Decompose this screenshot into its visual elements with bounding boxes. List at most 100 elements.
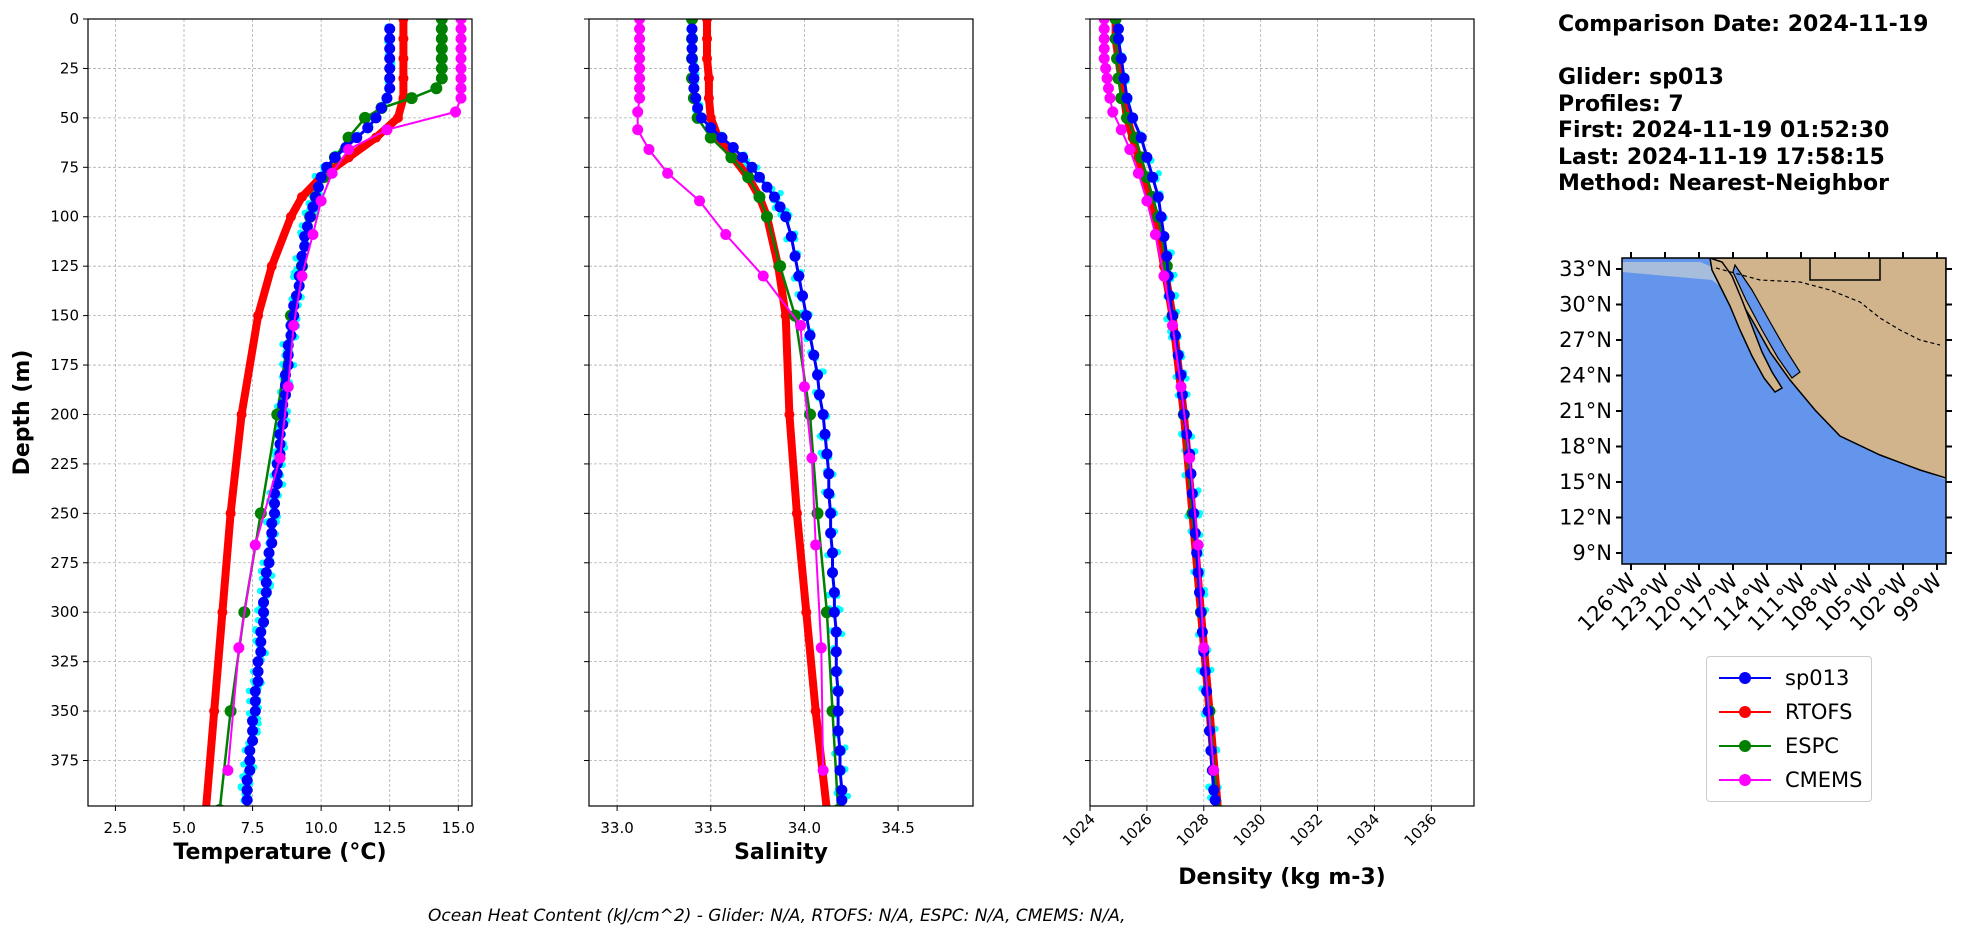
series-point-sp013 bbox=[830, 626, 842, 638]
y-tick-label: 100 bbox=[50, 208, 79, 226]
series-point-sp013 bbox=[266, 517, 278, 529]
series-point-sp013 bbox=[1115, 53, 1127, 65]
series-point-rtofs bbox=[398, 73, 409, 84]
series-point-sp013 bbox=[727, 142, 739, 154]
series-point-sp013 bbox=[1161, 250, 1173, 262]
series-point-cmems bbox=[1098, 43, 1110, 55]
series-point-sp013 bbox=[761, 181, 773, 193]
series-point-sp013 bbox=[241, 784, 253, 796]
series-point-sp013 bbox=[299, 231, 311, 243]
series-point-espc bbox=[359, 111, 372, 124]
legend-label: RTOFS bbox=[1785, 700, 1853, 724]
series-point-sp013 bbox=[705, 122, 717, 134]
series-point-cmems bbox=[455, 92, 467, 104]
series-point-cmems bbox=[274, 452, 286, 464]
series-point-sp013 bbox=[813, 389, 825, 401]
series-point-cmems bbox=[1141, 195, 1153, 207]
series-point-sp013 bbox=[315, 171, 327, 183]
series-point-sp013 bbox=[312, 181, 324, 193]
series-point-cmems bbox=[296, 270, 308, 282]
x-tick-label: 1036 bbox=[1400, 810, 1440, 850]
series-point-cmems bbox=[1132, 167, 1144, 179]
series-point-sp013 bbox=[686, 33, 698, 45]
series-point-sp013 bbox=[258, 596, 270, 608]
map-lat-label: 15°N bbox=[1559, 470, 1612, 494]
y-axis-label: Depth (m) bbox=[10, 350, 35, 476]
x-tick-label: 34.5 bbox=[881, 819, 914, 837]
series-point-sp013 bbox=[1188, 507, 1200, 519]
series-point-sp013 bbox=[255, 636, 267, 648]
series-point-cmems bbox=[720, 229, 732, 241]
map-lat-label: 9°N bbox=[1572, 541, 1612, 565]
series-point-sp013 bbox=[384, 53, 396, 65]
series-point-cmems bbox=[817, 764, 829, 776]
series-point-sp013 bbox=[263, 557, 275, 569]
series-point-sp013 bbox=[384, 23, 396, 35]
series-point-cmems bbox=[1208, 764, 1220, 776]
series-point-sp013 bbox=[828, 586, 840, 598]
series-point-cmems bbox=[694, 195, 706, 207]
series-point-sp013 bbox=[692, 102, 704, 114]
series-point-sp013 bbox=[737, 151, 749, 163]
series-point-cmems bbox=[634, 23, 646, 35]
series-point-sp013 bbox=[370, 112, 382, 124]
profile-panel-2: 33.0 33.5 34.0 34.5 Salinity bbox=[584, 18, 974, 865]
location-map: 33°N30°N27°N24°N21°N18°N15°N12°N9°N126°W… bbox=[1559, 252, 1952, 636]
axes-frame bbox=[87, 18, 473, 807]
x-tick-label: 33.0 bbox=[600, 819, 633, 837]
series-point-sp013 bbox=[299, 240, 311, 252]
x-tick-label: 33.5 bbox=[694, 819, 727, 837]
x-tick-label: 1032 bbox=[1287, 810, 1327, 850]
series-point-sp013 bbox=[1121, 92, 1133, 104]
series-point-sp013 bbox=[329, 151, 341, 163]
series-point-sp013 bbox=[384, 62, 396, 74]
series-point-cmems bbox=[1098, 19, 1110, 25]
y-tick-label: 225 bbox=[50, 455, 79, 473]
series-point-sp013 bbox=[688, 72, 700, 84]
series-point-cmems bbox=[1158, 270, 1170, 282]
series-point-cmems bbox=[222, 764, 234, 776]
comparison-date: Comparison Date: 2024-11-19 bbox=[1558, 12, 1929, 37]
y-tick-label: 0 bbox=[69, 10, 79, 28]
x-tick-label: 34.0 bbox=[788, 819, 821, 837]
series-point-sp013 bbox=[797, 290, 809, 302]
series-point-cmems bbox=[326, 167, 338, 179]
series-point-sp013 bbox=[808, 349, 820, 361]
series-point-sp013 bbox=[774, 201, 786, 213]
series-point-rtofs bbox=[398, 53, 409, 64]
series-point-sp013 bbox=[690, 92, 702, 104]
series-point-sp013 bbox=[817, 408, 829, 420]
series-point-rtofs bbox=[343, 152, 354, 163]
series-point-sp013 bbox=[1208, 784, 1220, 796]
series-point-sp013 bbox=[688, 82, 700, 94]
legend-swatch bbox=[1715, 736, 1775, 756]
y-tick-label: 250 bbox=[50, 504, 79, 522]
map-lat-label: 24°N bbox=[1559, 364, 1612, 388]
series-point-sp013 bbox=[260, 586, 272, 598]
series-point-cmems bbox=[798, 381, 810, 393]
series-point-sp013 bbox=[285, 329, 297, 341]
series-point-sp013 bbox=[244, 755, 256, 767]
series-point-cmems bbox=[806, 452, 818, 464]
series-point-sp013 bbox=[686, 43, 698, 55]
series-point-sp013 bbox=[1155, 211, 1167, 223]
series-point-cmems bbox=[455, 23, 467, 35]
y-tick-label: 75 bbox=[60, 158, 79, 176]
series-point-cmems bbox=[455, 19, 467, 25]
series-point-sp013 bbox=[828, 606, 840, 618]
series-point-sp013 bbox=[1141, 151, 1153, 163]
ohc-footer: Ocean Heat Content (kJ/cm^2) - Glider: N… bbox=[428, 906, 1126, 926]
series-point-rtofs bbox=[236, 409, 247, 420]
series-point-sp013 bbox=[249, 695, 261, 707]
series-point-sp013 bbox=[247, 725, 259, 737]
series-point-cmems bbox=[815, 642, 827, 654]
series-point-rtofs bbox=[810, 706, 821, 717]
x-tick-label: 2.5 bbox=[103, 819, 127, 837]
series-point-cmems bbox=[1115, 124, 1127, 136]
series-point-rtofs bbox=[392, 112, 403, 123]
series-point-rtofs bbox=[398, 33, 409, 44]
series-point-rtofs bbox=[702, 19, 713, 24]
series-point-espc bbox=[704, 131, 717, 144]
series-point-sp013 bbox=[247, 735, 259, 747]
series-point-sp013 bbox=[834, 764, 846, 776]
